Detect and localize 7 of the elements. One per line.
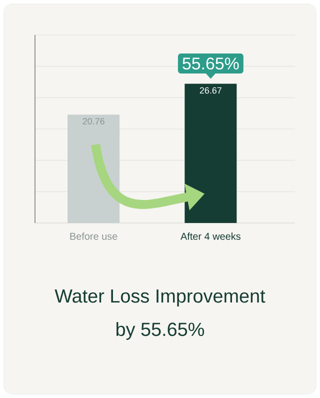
annotation: 55.65%	[182, 58, 239, 70]
x-tick-label: Before use	[70, 232, 118, 240]
data-label: 20.76	[82, 118, 104, 124]
x-tick-label: After 4 weeks	[180, 232, 240, 240]
data-label: 26.67	[200, 87, 222, 94]
text: by 55.65%	[116, 322, 204, 340]
text: Water Loss Improvement	[54, 290, 266, 306]
